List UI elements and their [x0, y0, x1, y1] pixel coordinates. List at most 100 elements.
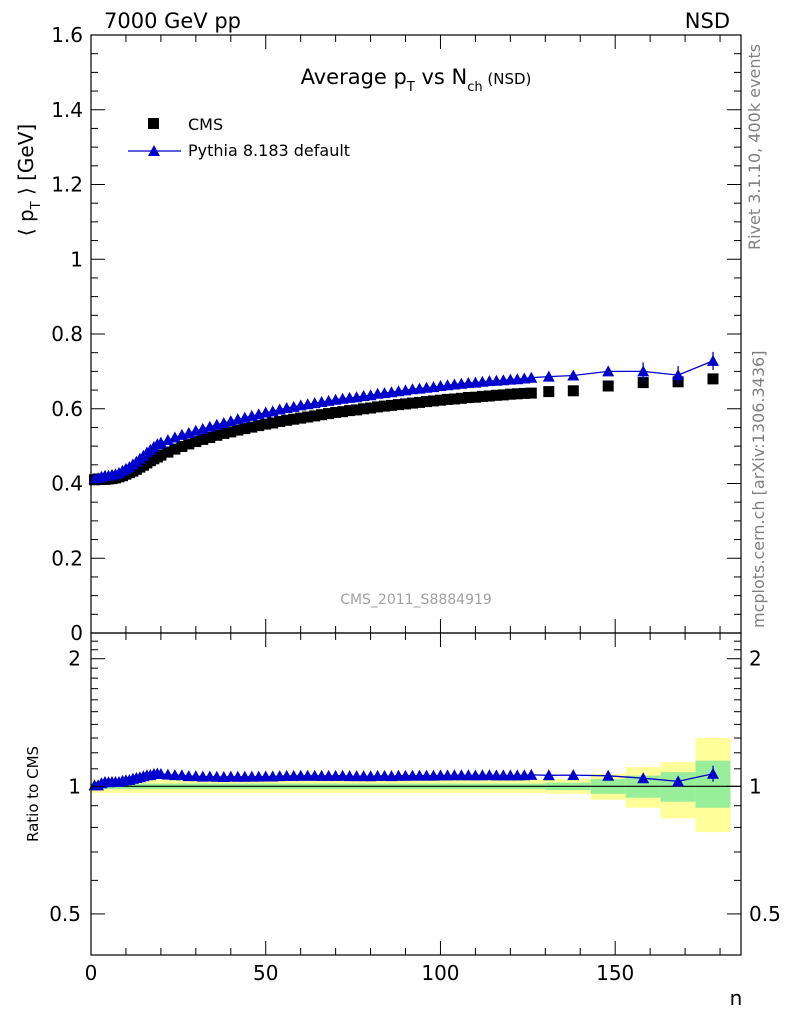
cms-point: [483, 390, 495, 402]
y-tick-label: 0.6: [51, 397, 83, 421]
cms-point: [211, 429, 223, 441]
cms-point: [323, 408, 335, 420]
cms-point: [518, 387, 530, 399]
ratio-y-tick-label: 0.5: [49, 902, 81, 926]
cms-point: [197, 433, 209, 445]
ratio-pythia-point: [602, 769, 615, 781]
legend: CMS Pythia 8.183 default: [128, 115, 350, 160]
cms-point: [260, 418, 272, 430]
cms-point: [407, 397, 418, 409]
ratio-uncertainty-bands: [91, 738, 731, 833]
cms-point: [253, 420, 265, 432]
pythia-point: [525, 371, 538, 383]
ratio-data-layer: [88, 765, 719, 791]
cms-point: [393, 399, 404, 411]
cms-point: [295, 412, 307, 424]
cms-point: [490, 389, 502, 401]
cms-point: [281, 414, 293, 426]
ratio-y-tick-label: 2: [68, 647, 81, 671]
ratio-pythia-point: [542, 769, 555, 781]
ratio-pythia-point: [525, 768, 538, 780]
cms-point: [400, 398, 411, 410]
y-tick-label: 0.2: [51, 546, 83, 570]
y-tick-label: 0: [70, 621, 83, 645]
x-tick-label: 100: [421, 961, 459, 985]
ratio-y-axis-title: Ratio to CMS: [24, 746, 42, 842]
pythia-point: [602, 365, 615, 377]
rivet-version-label: Rivet 3.1.10, 400k events: [745, 44, 764, 250]
cms-point: [469, 391, 481, 403]
cms-point: [462, 392, 474, 403]
ratio-pythia-point: [672, 775, 685, 787]
cms-point: [379, 400, 390, 412]
cms-point: [225, 426, 237, 438]
analysis-watermark: CMS_2011_S8884919: [340, 592, 492, 608]
cms-point: [511, 388, 523, 400]
cms-point: [602, 380, 614, 392]
cms-point: [316, 409, 328, 421]
cms-point: [309, 410, 321, 422]
ratio-pythia-point: [637, 772, 650, 784]
x-tick-label: 150: [596, 961, 634, 985]
cms-point: [358, 403, 370, 415]
ratio-y-tick-label-right: 0.5: [749, 902, 781, 926]
legend-cms-marker: [148, 118, 159, 129]
ratio-pythia-point: [707, 767, 719, 779]
cms-point: [455, 392, 467, 404]
cms-point: [169, 443, 181, 455]
cms-point: [337, 406, 349, 418]
cms-point: [302, 411, 314, 423]
collision-energy-label: 7000 GeV pp: [104, 9, 241, 33]
cms-point: [176, 441, 188, 452]
cms-point: [365, 402, 377, 414]
cms-point: [267, 417, 279, 429]
pythia-line: [94, 360, 714, 480]
cms-point: [204, 432, 216, 443]
cms-point: [448, 393, 460, 405]
x-tick-label: 50: [253, 961, 278, 985]
pythia-point: [637, 365, 650, 377]
legend-pythia-label: Pythia 8.183 default: [188, 141, 350, 160]
process-label: NSD: [685, 9, 730, 33]
ratio-y-tick-label-right: 2: [749, 647, 762, 671]
ratio-y-tick-label: 1: [68, 774, 81, 798]
cms-point: [567, 385, 579, 397]
pythia-point: [567, 369, 580, 381]
ratio-y-tick-label-right: 1: [749, 774, 762, 798]
cms-point: [435, 394, 446, 406]
cms-point: [351, 404, 363, 416]
main-panel: 0 0.2 0.4 0.6 0.8 1 1.2 1.4 1.6 Average pT vs Nc…: [14, 23, 742, 645]
pythia-point: [542, 370, 555, 382]
cms-point: [246, 421, 258, 433]
mcplots-reference-label: mcplots.cern.ch [arXiv:1306.3436]: [749, 351, 768, 628]
y-tick-label: 1.6: [51, 23, 83, 47]
cms-point: [428, 395, 439, 407]
cms-point: [274, 416, 286, 427]
cms-point: [707, 373, 719, 385]
cms-point: [183, 438, 195, 450]
y-axis-title: ⟨ pT ⟩ [GeV]: [14, 124, 44, 236]
ratio-frame: [90, 632, 742, 956]
cms-point: [239, 423, 251, 435]
y-tick-label: 1.4: [51, 98, 83, 122]
cms-point: [232, 424, 244, 436]
cms-point: [155, 449, 167, 461]
legend-cms-label: CMS: [188, 115, 223, 134]
cms-point: [476, 390, 488, 402]
cms-point: [504, 388, 516, 400]
main-data-layer: [88, 351, 719, 486]
cms-point: [386, 399, 397, 411]
cms-point: [543, 386, 555, 398]
pythia-point: [707, 354, 719, 366]
cms-point: [414, 396, 425, 408]
cms-point: [288, 413, 300, 425]
cms-point: [162, 446, 174, 458]
x-axis-title: n: [730, 986, 743, 1010]
y-tick-label: 0.8: [51, 322, 83, 346]
main-axes: 0 0.2 0.4 0.6 0.8 1 1.2 1.4 1.6: [51, 23, 741, 645]
y-tick-label: 1.2: [51, 173, 83, 197]
ratio-pythia-point: [567, 769, 580, 781]
cms-point: [442, 393, 453, 405]
y-tick-label: 1: [70, 247, 83, 271]
